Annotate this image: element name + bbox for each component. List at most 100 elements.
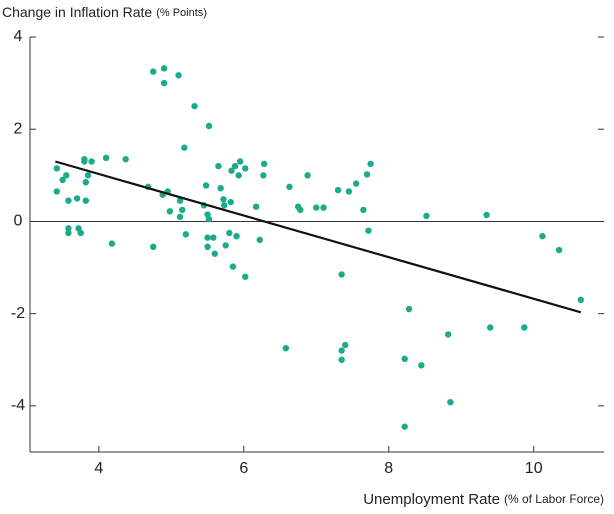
point — [176, 213, 184, 221]
point — [483, 211, 490, 219]
point — [215, 162, 222, 170]
point — [204, 234, 211, 241]
point — [222, 242, 229, 249]
point — [401, 423, 408, 430]
point — [338, 347, 345, 354]
point — [242, 165, 249, 172]
point — [65, 225, 72, 232]
x-label-main: Unemployment Rate — [363, 491, 500, 508]
point — [65, 229, 72, 237]
x-axis-label: Unemployment Rate (% of Labor Force) — [363, 491, 604, 508]
point — [53, 188, 61, 195]
point — [235, 172, 242, 179]
y-tick-label: -2 — [11, 305, 25, 322]
point — [539, 233, 546, 240]
point — [150, 68, 157, 75]
point — [338, 271, 345, 278]
point — [405, 305, 413, 313]
point — [360, 206, 367, 214]
point — [227, 198, 234, 206]
y-tick-label: -4 — [11, 397, 25, 414]
y-tick-label: 0 — [14, 213, 23, 230]
x-tick-label: 6 — [239, 460, 248, 477]
point — [342, 341, 349, 349]
point — [363, 171, 371, 178]
point — [297, 206, 304, 214]
point — [226, 229, 233, 237]
point — [63, 172, 70, 179]
point — [233, 233, 240, 240]
point — [521, 324, 528, 331]
point — [260, 160, 268, 168]
point — [365, 227, 372, 234]
point — [242, 273, 249, 280]
point — [175, 72, 182, 79]
point — [211, 250, 219, 257]
x-label-note: (% of Labor Force) — [504, 492, 604, 506]
x-tick-label: 8 — [384, 460, 393, 477]
point — [81, 155, 88, 163]
point — [252, 203, 260, 210]
point — [205, 122, 213, 130]
point — [160, 79, 168, 87]
point — [444, 331, 452, 338]
point — [286, 183, 293, 191]
point — [352, 180, 360, 187]
point — [88, 158, 95, 165]
point — [84, 172, 92, 179]
point — [418, 362, 425, 369]
y-tick-label: 2 — [14, 120, 23, 137]
x-tick-label: 10 — [525, 460, 543, 477]
point — [282, 345, 290, 352]
point — [401, 355, 408, 363]
point — [210, 234, 217, 241]
point — [220, 196, 227, 203]
point — [53, 165, 61, 172]
point — [423, 212, 430, 220]
point — [82, 197, 90, 204]
point — [150, 243, 157, 251]
point — [231, 162, 239, 170]
point — [555, 246, 563, 254]
point — [338, 356, 345, 363]
point — [217, 185, 224, 192]
title-note: (% Points) — [156, 7, 207, 19]
point — [102, 154, 110, 162]
point — [205, 215, 213, 223]
point — [204, 243, 211, 251]
x-tick-label: 4 — [94, 460, 103, 477]
point — [229, 263, 237, 270]
point — [176, 197, 184, 204]
point — [77, 229, 84, 237]
y-tick-label: 4 — [14, 28, 23, 45]
point — [221, 202, 228, 209]
point — [108, 240, 116, 247]
point — [320, 204, 327, 211]
point — [487, 324, 494, 331]
point — [65, 197, 72, 204]
point — [160, 65, 168, 72]
point — [191, 102, 198, 110]
point — [447, 399, 454, 406]
point — [178, 206, 186, 214]
point — [228, 167, 235, 174]
point — [182, 231, 190, 238]
point — [260, 172, 267, 179]
point — [236, 158, 244, 165]
point — [256, 236, 263, 244]
fit-line — [55, 160, 582, 314]
chart-title: Change in Inflation Rate (% Points) — [2, 4, 207, 20]
point — [59, 176, 66, 184]
point — [313, 204, 320, 211]
point — [367, 160, 374, 168]
point — [577, 296, 585, 304]
point — [73, 195, 81, 202]
point — [82, 179, 90, 186]
point — [345, 188, 353, 195]
point — [334, 186, 342, 194]
point — [122, 155, 129, 163]
point — [304, 172, 311, 179]
point — [181, 144, 188, 151]
title-main: Change in Inflation Rate — [2, 4, 152, 20]
